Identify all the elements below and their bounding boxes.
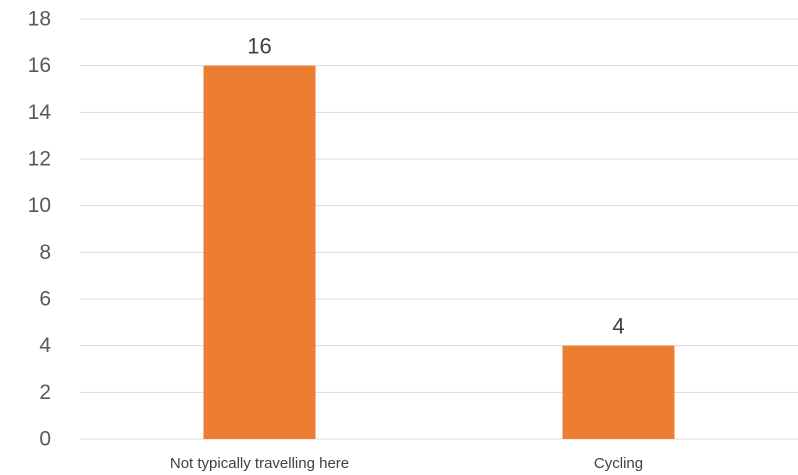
y-tick-label: 10 <box>28 194 51 217</box>
y-tick-label: 14 <box>28 101 52 124</box>
y-tick-label: 4 <box>39 334 51 357</box>
x-axis-ticks: Not typically travelling here Cycling <box>170 455 643 472</box>
y-tick-label: 0 <box>39 428 51 451</box>
bar <box>562 345 675 439</box>
bar <box>203 65 316 440</box>
y-tick-label: 6 <box>39 288 51 311</box>
data-label: 4 <box>612 314 624 339</box>
y-tick-label: 16 <box>28 54 51 77</box>
gridlines <box>80 18 798 440</box>
y-axis-ticks: 0 2 4 6 8 10 12 14 16 18 <box>28 8 52 451</box>
y-tick-label: 8 <box>39 241 51 264</box>
data-labels: 16 4 <box>247 34 624 339</box>
bars <box>203 65 675 440</box>
y-tick-label: 2 <box>39 381 51 404</box>
data-label: 16 <box>247 34 271 59</box>
y-tick-label: 18 <box>28 8 51 31</box>
x-tick-label: Not typically travelling here <box>170 455 349 472</box>
y-tick-label: 12 <box>28 148 51 171</box>
x-tick-label: Cycling <box>594 455 643 472</box>
